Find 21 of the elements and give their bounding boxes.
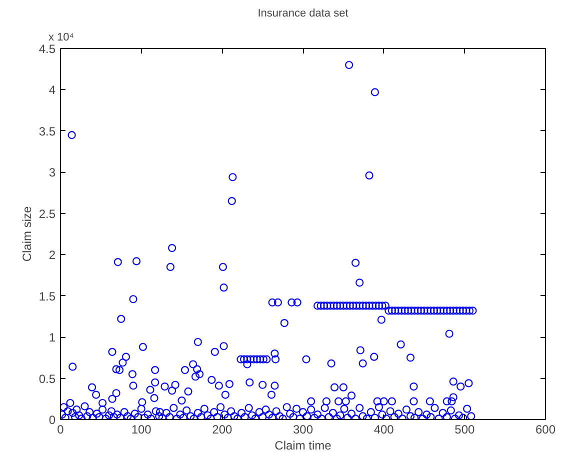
- x-tick-label: 300: [292, 422, 314, 436]
- y-tick-label: 1: [48, 330, 56, 345]
- y-tick-label: 4: [48, 83, 56, 98]
- x-tick-label: 0: [57, 422, 64, 436]
- x-tick-label: 200: [212, 422, 233, 436]
- y-tick-label: 4.5: [38, 42, 56, 56]
- y-tick-label: 3.5: [38, 124, 56, 138]
- chart-title: Insurance data set: [258, 8, 348, 20]
- x-tick-label: 100: [131, 422, 152, 436]
- x-axis-title: Claim time: [274, 438, 332, 452]
- x-tick-label: 600: [535, 422, 556, 436]
- x-tick-label: 500: [454, 422, 476, 436]
- y-tick-label: 0.5: [38, 372, 56, 386]
- y-tick-label: 2.5: [38, 206, 56, 221]
- y-tick-label: 0: [48, 413, 56, 427]
- x-tick-label: 400: [374, 422, 394, 436]
- y-axis-title: Claim size: [20, 206, 34, 262]
- y-tick-label: 2: [48, 248, 56, 262]
- text: x 10⁴: [48, 32, 74, 44]
- y-tick-label: 3: [48, 166, 56, 180]
- y-tick-label: 1.5: [38, 289, 56, 304]
